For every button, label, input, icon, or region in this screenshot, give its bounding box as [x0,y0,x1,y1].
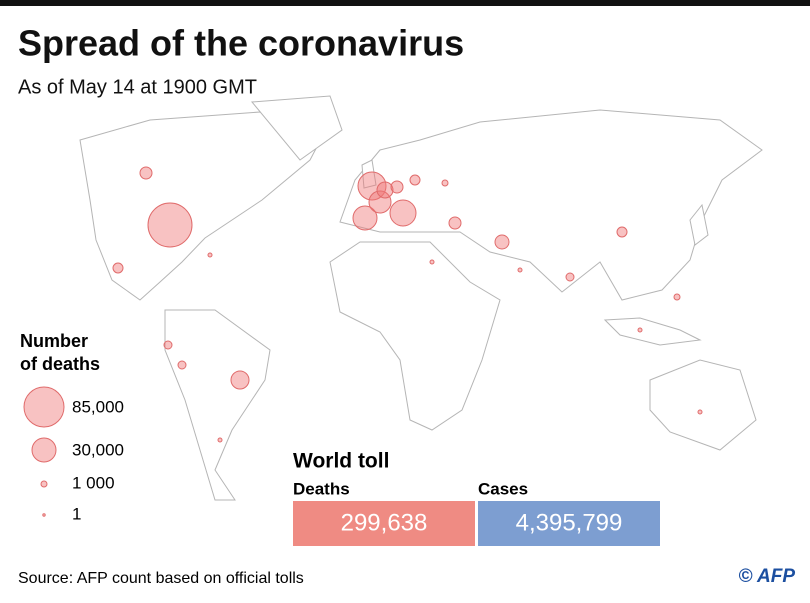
cases-value: 4,395,799 [516,509,623,536]
legend-symbol [23,386,65,428]
legend-symbol [42,513,46,517]
death-bubbles [112,166,703,443]
legend-title: of deaths [20,354,100,374]
legend-label: 1 000 [72,473,115,492]
world-map [79,95,763,501]
legend-symbol [40,480,48,488]
deaths-box [293,501,475,546]
top-bar [0,0,810,6]
title: Spread of the coronavirus [18,23,464,64]
cases-label: Cases [478,479,528,498]
credit: © AFP [738,566,795,587]
legend-label: 1 [72,504,81,523]
deaths-value: 299,638 [341,509,428,536]
source: Source: AFP count based on official toll… [18,570,304,587]
legend: Number of deaths 85,000 30,000 1 000 1 [20,331,124,524]
legend-label: 85,000 [72,397,124,416]
toll-title: World toll [293,450,389,473]
legend-symbol [31,437,57,463]
deaths-label: Deaths [293,479,350,498]
legend-label: 30,000 [72,440,124,459]
cases-box [478,501,660,546]
legend-title: Number [20,331,88,351]
subtitle: As of May 14 at 1900 GMT [18,76,257,98]
world-toll: World toll Deaths Cases 299,638 4,395,79… [293,450,660,546]
